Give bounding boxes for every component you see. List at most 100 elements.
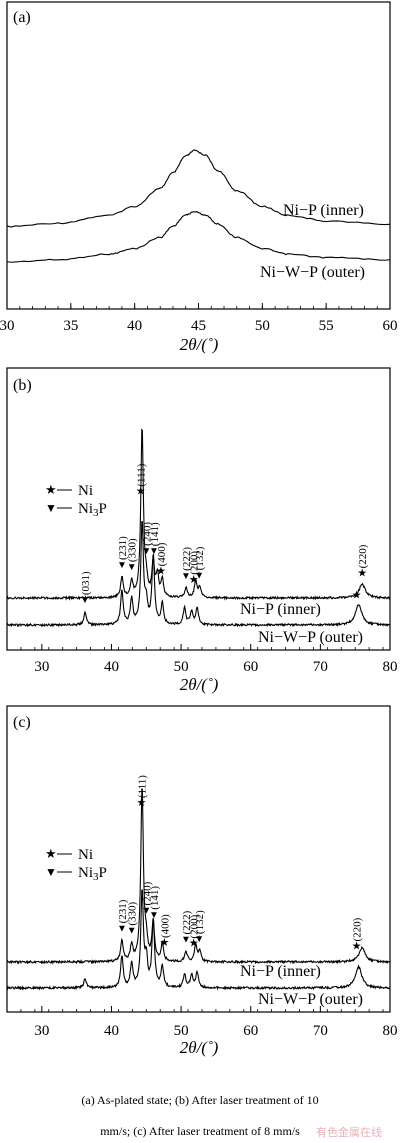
series-line [6,889,390,991]
peak-marker: ▼ [80,595,90,606]
hkl-label: (220) [357,544,369,568]
legend-ni-label: Ni [78,483,93,499]
x-tick-label: 60 [383,318,398,334]
x-tick-label: 50 [174,659,189,675]
hkl-label: (222) [181,910,193,934]
peak-marker: ★ [189,938,199,950]
series-line [6,149,391,228]
legend-ni3p-label: Ni3P [78,501,107,519]
x-axis-label: 2θ/(˚) [180,335,219,354]
x-tick-label: 40 [127,318,142,334]
peak-marker: ★ [136,797,146,809]
x-tick-label: 45 [191,318,206,334]
series-group [6,788,391,991]
panel-c: (c) 30 40 50 60 70 80 2θ/(˚) ★(111)▼(231)▼(33… [6,705,398,1057]
marker-group: ★(111)▼(231)▼(330) ▼(240)▼(141)★(400)▼(22… [80,463,369,606]
x-axis-label-text: 2θ/(˚) [180,335,219,354]
peak-marker: ★ [189,574,199,586]
plot-frame [6,705,391,1013]
x-tick-label: 80 [383,1023,398,1039]
peak-marker: ▼ [127,562,137,573]
legend-ni-symbol: ★ [45,846,57,861]
x-ticks: 30 35 40 45 50 55 60 [0,303,398,334]
series-label-ni-w-p: Ni−W−P (outer) [258,991,363,1008]
x-tick-label: 30 [34,659,49,675]
series-label-ni-w-p: Ni−W−P (outer) [260,264,365,281]
hkl-label: (111) [136,775,148,798]
peak-marker: ★ [156,565,166,577]
watermark: 有色金属在线 [316,1127,382,1139]
hkl-label: (222) [181,547,193,571]
panel-label: (b) [13,377,32,394]
hkl-label: (330) [127,538,139,562]
x-tick-label: 50 [255,318,270,334]
peak-marker: ▼ [194,570,204,581]
series-label-ni-p: Ni−P (inner) [240,963,321,980]
peak-marker: ▼ [117,560,127,571]
legend-ni3p-symbol: ▼ [45,865,57,879]
legend-ni3p-symbol: ▼ [45,501,57,515]
peak-marker: ▼ [181,571,191,582]
series-label-ni-p: Ni−P (inner) [283,202,364,219]
series-label-ni-w-p: Ni−W−P (outer) [258,629,363,646]
hkl-label: (330) [127,901,139,925]
peak-marker: ▼ [194,934,204,945]
series-line [6,520,391,628]
x-tick-label: 70 [313,659,328,675]
peak-marker: ▼ [117,923,127,934]
series-line [6,428,391,601]
hkl-label: (220) [352,917,364,941]
x-tick-label: 70 [313,1023,328,1039]
x-tick-label: 30 [34,1023,49,1039]
hkl-label: (132) [194,910,206,934]
plot-frame [6,1,391,310]
series-line [6,788,391,965]
x-axis-label-text: 2θ/(˚) [180,675,219,694]
x-tick-label: 40 [104,659,119,675]
x-ticks: 30 40 50 60 70 80 [6,1006,398,1039]
hkl-label: (400) [156,542,168,566]
hkl-label: (111) [136,463,148,486]
peak-marker: ▼ [149,910,159,921]
hkl-label: (400) [159,914,171,938]
series-group [6,428,391,628]
series-label-ni-p: Ni−P (inner) [240,601,321,618]
panel-label: (c) [13,714,31,731]
x-tick-label: 60 [243,659,258,675]
hkl-label: (200) [189,551,201,575]
x-tick-label: 50 [174,1023,189,1039]
hkl-label: (031) [80,571,92,595]
caption-line-2: mm/s; (c) After laser treatment of 8 mm/… [100,1124,300,1138]
panel-a: (a) 30 35 40 45 50 55 60 2θ/(˚) Ni−P (inner) N… [0,1,398,354]
panel-label: (a) [13,9,31,26]
marker-group: ★(111)▼(231)▼(330) ▼(240)▼(141)★(400)▼(22… [117,775,364,953]
legend-ni3p-label: Ni3P [78,865,107,883]
legend: ★ Ni ▼ Ni3P [45,482,107,519]
plot-frame [6,367,391,651]
x-tick-label: 60 [243,1023,258,1039]
peak-marker: ★ [352,940,362,952]
peak-marker: ▼ [127,926,137,937]
hkl-label: (240) [141,522,153,546]
x-axis-label-text: 2θ/(˚) [180,1038,219,1057]
x-tick-label: 30 [0,318,15,334]
x-tick-label: 35 [63,318,78,334]
x-tick-label: 80 [383,659,398,675]
legend-ni-label: Ni [78,847,93,863]
hkl-label: (200) [189,914,201,938]
x-ticks: 30 40 50 60 70 80 [6,644,398,675]
hkl-label: (132) [194,546,206,570]
hkl-label: (231) [117,899,129,923]
peak-marker: ▼ [181,935,191,946]
peak-marker: ★ [357,567,367,579]
series-line [6,211,391,263]
panel-b: (b) 30 40 50 60 70 80 2θ/(˚) ★(111)▼(231)▼(33… [6,367,398,694]
peak-marker: ▼ [141,906,151,917]
legend: ★ Ni ▼ Ni3P [45,846,107,883]
hkl-label: (240) [141,881,153,905]
hkl-label: (141) [149,522,161,546]
legend-ni-symbol: ★ [45,482,57,497]
caption-line-1: (a) As-plated state; (b) After laser tre… [81,1093,319,1107]
x-tick-label: 55 [319,318,334,334]
